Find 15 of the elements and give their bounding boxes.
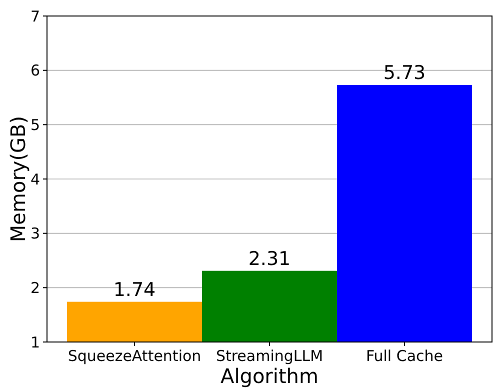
y-tick-label: 7 <box>30 7 40 26</box>
x-axis-title: Algorithm <box>220 364 318 388</box>
y-tick-label: 4 <box>30 170 40 188</box>
data-label: 5.73 <box>383 62 426 84</box>
data-label: 2.31 <box>248 248 291 270</box>
x-tick-label: SqueezeAttention <box>68 347 202 365</box>
y-tick-label: 6 <box>30 62 40 80</box>
data-label: 1.74 <box>113 278 156 301</box>
y-tick-label: 3 <box>30 224 40 243</box>
y-tick-label: 1 <box>30 333 40 352</box>
y-tick-label: 2 <box>30 278 40 297</box>
y-tick-label: 5 <box>30 116 40 134</box>
x-tick-label: StreamingLLM <box>216 347 324 365</box>
x-tick-label: Full Cache <box>366 347 444 365</box>
y-axis-title: Memory(GB) <box>6 116 30 242</box>
